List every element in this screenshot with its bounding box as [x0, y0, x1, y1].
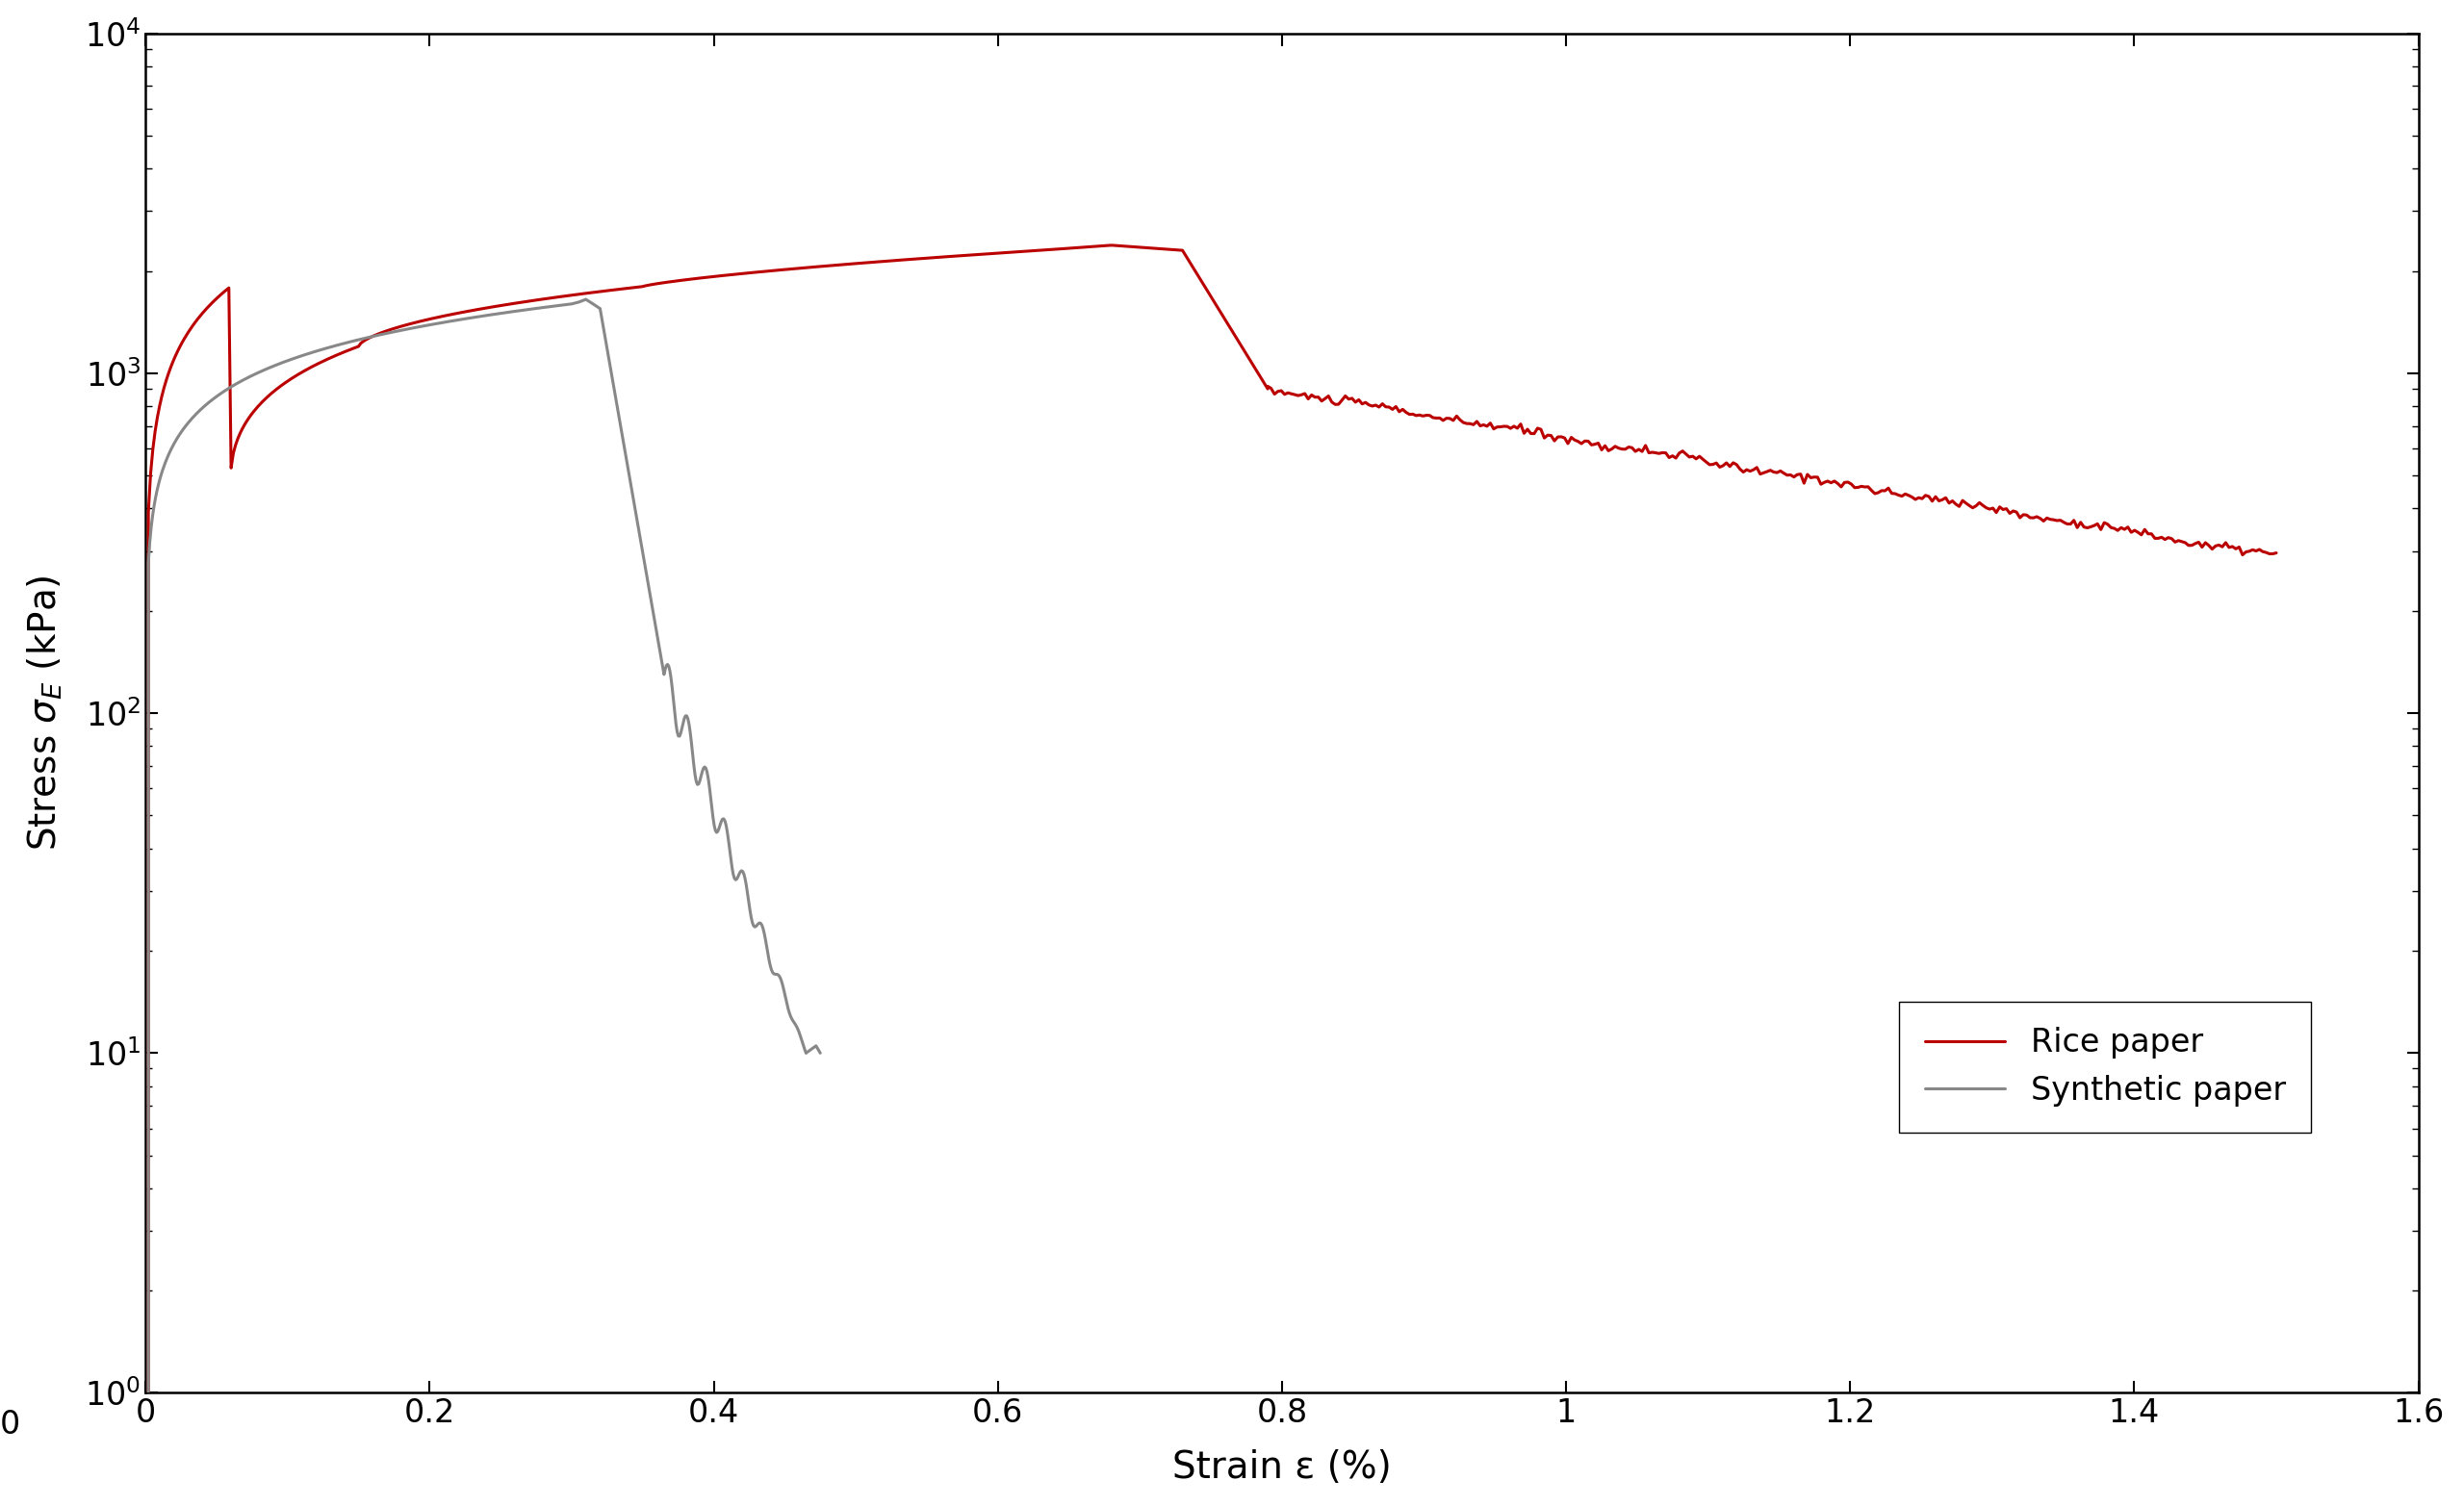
- Y-axis label: Stress $\sigma_E$ (kPa): Stress $\sigma_E$ (kPa): [25, 575, 64, 851]
- Synthetic paper: [596, 367, 626, 386]
- Text: 0: 0: [0, 1410, 20, 1441]
- Synthetic paper: [779, 1012, 808, 1030]
- Rice paper: [392, 315, 421, 333]
- X-axis label: Strain ε (%): Strain ε (%): [1173, 1449, 1392, 1486]
- Rice paper: [372, 321, 402, 339]
- Synthetic paper: [572, 291, 601, 309]
- Synthetic paper: [264, 355, 293, 373]
- Line: Synthetic paper: Synthetic paper: [145, 300, 821, 1506]
- Synthetic paper: [788, 1033, 818, 1051]
- Synthetic paper: [500, 303, 530, 321]
- Rice paper: [604, 280, 633, 298]
- Line: Rice paper: Rice paper: [145, 245, 2277, 1506]
- Legend: Rice paper, Synthetic paper: Rice paper, Synthetic paper: [1900, 1001, 2311, 1133]
- Synthetic paper: [446, 310, 476, 328]
- Synthetic paper: [806, 1044, 835, 1062]
- Rice paper: [2262, 544, 2292, 562]
- Rice paper: [1274, 384, 1303, 402]
- Rice paper: [2237, 541, 2267, 559]
- Rice paper: [1096, 236, 1126, 255]
- Rice paper: [946, 247, 976, 265]
